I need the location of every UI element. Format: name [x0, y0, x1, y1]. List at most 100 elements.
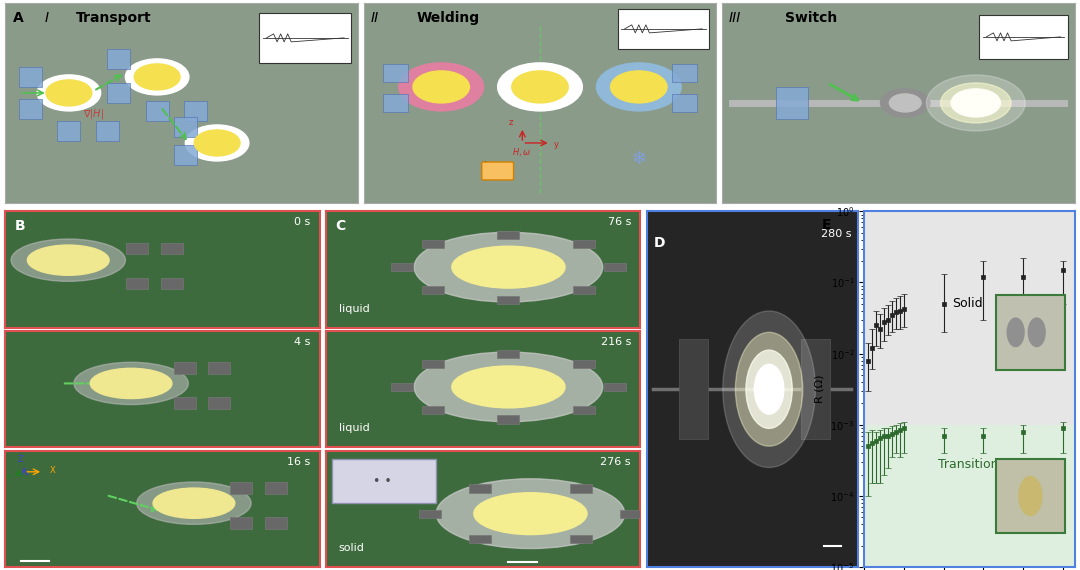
- Circle shape: [941, 83, 1011, 123]
- Bar: [422, 360, 444, 368]
- Text: B: B: [15, 219, 26, 234]
- Bar: [620, 510, 642, 518]
- Text: Solid: Solid: [953, 298, 983, 311]
- Text: 0 s: 0 s: [294, 217, 310, 227]
- Text: D: D: [653, 236, 665, 250]
- Circle shape: [474, 492, 588, 535]
- Circle shape: [951, 89, 1000, 117]
- Bar: [161, 243, 183, 254]
- FancyBboxPatch shape: [18, 99, 41, 119]
- Circle shape: [498, 63, 582, 111]
- FancyBboxPatch shape: [482, 162, 513, 180]
- Bar: [208, 397, 230, 409]
- FancyBboxPatch shape: [96, 121, 119, 141]
- Bar: [422, 406, 444, 414]
- FancyBboxPatch shape: [185, 101, 207, 121]
- FancyBboxPatch shape: [673, 94, 697, 112]
- Text: 76 s: 76 s: [608, 217, 631, 227]
- Bar: [469, 535, 491, 543]
- Text: 280 s: 280 s: [821, 229, 851, 239]
- Text: solid: solid: [339, 543, 365, 553]
- FancyBboxPatch shape: [174, 117, 197, 137]
- Text: liquid: liquid: [339, 304, 369, 314]
- Text: III: III: [729, 11, 741, 25]
- Text: liquid: liquid: [339, 424, 369, 433]
- FancyBboxPatch shape: [383, 64, 407, 82]
- Text: Transport: Transport: [76, 11, 151, 25]
- Circle shape: [46, 80, 92, 106]
- FancyBboxPatch shape: [333, 459, 436, 503]
- Circle shape: [436, 479, 624, 548]
- Text: 276 s: 276 s: [600, 457, 631, 467]
- Text: Y: Y: [5, 474, 11, 483]
- FancyBboxPatch shape: [107, 83, 130, 103]
- Circle shape: [413, 71, 470, 103]
- Text: 4 s: 4 s: [294, 337, 310, 347]
- Circle shape: [451, 246, 565, 288]
- Text: $\nabla|H|$: $\nabla|H|$: [83, 107, 104, 121]
- Circle shape: [451, 366, 565, 408]
- Circle shape: [414, 232, 603, 302]
- Text: z: z: [509, 118, 513, 127]
- Bar: [570, 535, 592, 543]
- Text: ❄: ❄: [631, 150, 646, 168]
- FancyBboxPatch shape: [18, 67, 41, 87]
- Text: X: X: [50, 466, 55, 475]
- Circle shape: [596, 63, 681, 111]
- FancyBboxPatch shape: [996, 295, 1065, 370]
- Circle shape: [194, 130, 240, 156]
- Bar: [126, 243, 148, 254]
- Bar: [498, 230, 519, 239]
- Circle shape: [1008, 318, 1024, 347]
- Circle shape: [11, 239, 125, 282]
- Bar: [570, 484, 592, 492]
- FancyBboxPatch shape: [618, 9, 710, 49]
- Bar: [573, 240, 595, 248]
- Text: Z: Z: [18, 455, 24, 465]
- Text: y: y: [554, 140, 559, 149]
- Text: Switch: Switch: [785, 11, 837, 25]
- Bar: [265, 482, 286, 494]
- Circle shape: [73, 363, 188, 405]
- Circle shape: [754, 364, 784, 414]
- FancyBboxPatch shape: [777, 87, 808, 119]
- Circle shape: [125, 59, 189, 95]
- Circle shape: [610, 71, 667, 103]
- Bar: [391, 383, 413, 391]
- Bar: [864, 425, 1075, 567]
- Bar: [422, 286, 444, 294]
- Circle shape: [399, 63, 484, 111]
- Circle shape: [927, 75, 1025, 131]
- FancyBboxPatch shape: [174, 145, 197, 165]
- FancyBboxPatch shape: [673, 64, 697, 82]
- Bar: [469, 484, 491, 492]
- Circle shape: [1018, 477, 1042, 515]
- Circle shape: [735, 332, 802, 446]
- Text: 16 s: 16 s: [287, 457, 310, 467]
- Y-axis label: R (Ω): R (Ω): [814, 375, 825, 404]
- Bar: [422, 240, 444, 248]
- Bar: [605, 383, 626, 391]
- Text: • •: • •: [374, 475, 392, 487]
- Bar: [573, 360, 595, 368]
- Circle shape: [27, 245, 109, 275]
- Circle shape: [414, 352, 603, 422]
- Bar: [498, 416, 519, 424]
- FancyBboxPatch shape: [383, 94, 407, 112]
- Text: Transition: Transition: [937, 458, 998, 470]
- Text: II: II: [370, 11, 379, 25]
- FancyBboxPatch shape: [980, 15, 1067, 59]
- Bar: [230, 482, 252, 494]
- Bar: [498, 351, 519, 359]
- Text: $H,\omega$: $H,\omega$: [512, 146, 531, 158]
- FancyBboxPatch shape: [259, 13, 351, 63]
- Circle shape: [746, 350, 793, 429]
- Bar: [498, 296, 519, 304]
- FancyBboxPatch shape: [107, 49, 130, 69]
- Bar: [605, 263, 626, 271]
- Circle shape: [512, 71, 568, 103]
- Circle shape: [889, 94, 921, 112]
- Text: $\phi$: $\phi$: [480, 159, 489, 173]
- Circle shape: [153, 488, 234, 518]
- Bar: [800, 339, 831, 439]
